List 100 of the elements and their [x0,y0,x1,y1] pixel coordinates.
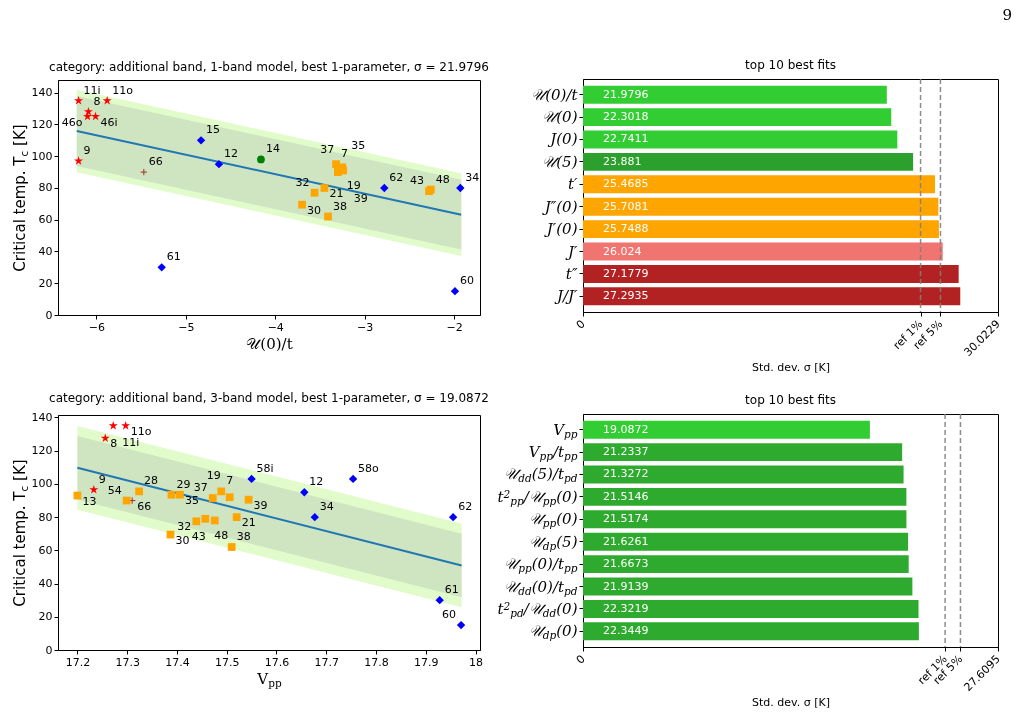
y-tick-label: J′(0) [543,220,578,239]
data-label: 21.3272 [603,467,649,481]
annotation: 11i [83,83,101,97]
annotation: 38 [333,199,348,213]
x-tick-label: −6 [88,320,106,334]
annotation: 34 [465,170,480,184]
y-tick-label: 80 [38,510,53,524]
y-tick-label: 𝒰(0)/t [531,85,579,104]
annotation: 30 [307,203,322,217]
y-tick-label: t′ [568,175,579,194]
x-tick-label: 17.9 [414,655,439,669]
data-label: 21.9796 [603,87,649,101]
x-tick-label: 17.8 [364,655,389,669]
annotation: 46i [100,115,118,129]
y-tick-label: 140 [31,410,53,424]
chart-title: top 10 best fits [745,393,836,408]
annotation: 7 [341,147,349,161]
data-label: 25.7488 [603,222,649,236]
annotation: 39 [353,192,368,206]
annotation: 62 [389,170,404,184]
y-tick-label: 40 [38,244,53,258]
annotation: 46o [61,115,83,129]
annotation: 12 [309,475,324,489]
annotation: 11o [130,424,152,438]
y-tick-label: t″ [565,264,578,283]
chart-title: category: additional band, 3-band model, best 1-parameter, σ = 19.0872 [49,391,489,406]
x-tick-label: 18 [469,655,484,669]
y-tick-label: 𝒰$_{dd}$(5)/t$_{pd}$ [504,465,578,485]
x-tick-label: 17.2 [65,655,91,669]
annotation: 35 [184,493,199,507]
data-label: 22.3449 [603,624,649,638]
data-label: 21.2337 [603,445,649,459]
annotation: 12 [223,147,238,161]
y-tick-label: t$^{2}$$_{pp}$/𝒰$_{pp}$(0) [497,487,578,507]
x-axis-title: 𝒰(0)/t [246,334,293,353]
annotation: 21 [329,186,344,200]
x-axis-title: Std. dev. σ [K] [752,361,830,375]
y-tick-label: 𝒰$_{pp}$(0)/t$_{pp}$ [504,555,578,574]
y-tick-label: 20 [38,276,53,290]
y-tick-label: t$^{2}$$_{pd}$/𝒰$_{dd}$(0) [497,599,578,619]
annotation: 62 [458,500,473,514]
annotation: 11o [112,83,134,97]
data-label: 19.0872 [603,422,649,436]
annotation: 29 [176,477,191,491]
annotation: 15 [206,123,221,137]
y-tick-label: J(0) [547,130,578,149]
y-tick-label: V$_{pp}$/t$_{pp}$ [528,443,578,462]
x-tick-label: −4 [267,320,284,334]
data-label: 21.5174 [603,512,649,526]
annotation: 66 [148,155,163,169]
data-label: 25.4685 [603,177,649,191]
data-label: 21.9139 [603,579,649,593]
annotation: 48 [214,528,229,542]
y-tick-label: 120 [31,444,53,458]
annotation: 14 [265,142,280,156]
annotation: 61 [444,583,459,597]
annotation: 13 [82,494,97,508]
annotation: 8 [93,94,101,108]
x-tick-label: 17.4 [165,655,190,669]
annotation: 9 [83,143,91,157]
annotation: 35 [351,139,366,153]
y-tick-label: J′ [565,242,579,261]
data-label: 22.3219 [603,601,649,615]
annotation: 34 [319,500,334,514]
annotation: 37 [320,142,335,156]
annotation: 60 [459,274,474,288]
y-tick-label: 20 [38,610,53,624]
x-tick-label: −3 [357,320,374,334]
x-axis-title: V$_{pp}$ [256,669,282,689]
x-tick-label: 17.3 [115,655,140,669]
data-label: 27.2935 [603,289,649,303]
annotation: 7 [226,474,234,488]
annotation: 43 [191,530,206,544]
chart-title: category: additional band, 1-band model, best 1-parameter, σ = 21.9796 [49,60,489,74]
annotation: 39 [253,498,268,512]
annotation: 58o [358,461,380,475]
y-tick-label: 140 [31,86,53,100]
y-tick-label: 𝒰$_{dp}$(0) [528,622,578,642]
annotation: 37 [193,481,208,495]
annotation: 66 [137,499,152,513]
data-label: 21.6673 [603,557,649,571]
y-tick-label: 80 [38,181,53,195]
annotation: 60 [442,608,457,622]
y-tick-label: 60 [38,213,53,227]
data-label: 25.7081 [603,199,649,213]
y-tick-label: 40 [38,577,53,591]
y-tick-label: 𝒰(5) [542,152,578,171]
x-tick-label: 17.7 [314,655,339,669]
x-axis-title: Std. dev. σ [K] [752,696,830,710]
data-label: 21.6261 [603,534,649,548]
annotation: 43 [410,174,425,188]
data-label: 23.881 [603,154,642,168]
annotation: 30 [175,533,190,547]
y-tick-label: 𝒰$_{dd}$(0)/t$_{pd}$ [504,577,578,597]
chart-title: top 10 best fits [745,58,836,73]
annotation: 19 [206,469,221,483]
y-tick-label: 𝒰(0) [542,108,578,127]
annotation: 21 [241,516,256,530]
annotation: 61 [166,250,181,264]
data-label: 22.3018 [603,110,649,124]
